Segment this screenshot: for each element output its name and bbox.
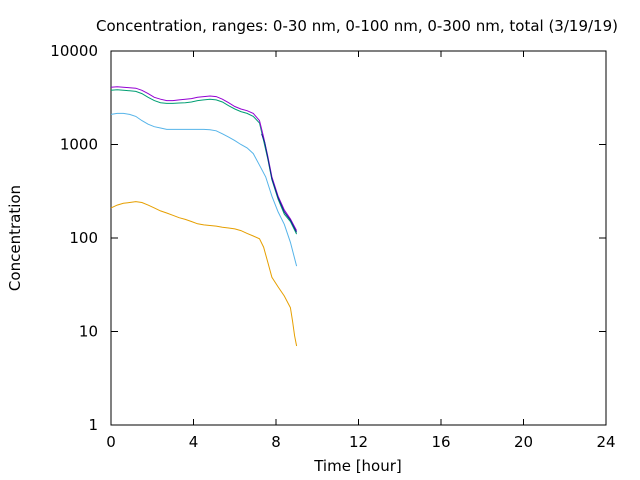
x-axis: 0 4 8 12 16 20 24 <box>106 51 616 451</box>
plot-frame <box>110 50 607 426</box>
x-tick-label: 16 <box>431 433 450 451</box>
y-tick-label: 100 <box>69 229 98 247</box>
series-line <box>110 86 298 231</box>
x-tick-label: 12 <box>349 433 368 451</box>
x-tick-label: 20 <box>514 433 533 451</box>
y-tick-label: 1000 <box>60 136 98 154</box>
series-line <box>110 201 298 347</box>
y-tick-label: 1 <box>88 416 98 434</box>
x-tick-label: 0 <box>106 433 116 451</box>
y-tick-label: 10 <box>79 323 98 341</box>
series-layer <box>110 86 298 347</box>
x-tick-label: 24 <box>596 433 615 451</box>
y-axis: 1 10 100 1000 10000 <box>50 42 606 434</box>
series-line <box>110 112 298 267</box>
y-tick-label: 10000 <box>50 42 98 60</box>
series-line <box>261 133 298 233</box>
x-tick-label: 8 <box>271 433 281 451</box>
x-axis-label: Time [hour] <box>313 457 402 475</box>
y-axis-label: Concentration <box>6 185 24 291</box>
x-tick-label: 4 <box>189 433 199 451</box>
chart-title: Concentration, ranges: 0-30 nm, 0-100 nm… <box>96 17 618 35</box>
